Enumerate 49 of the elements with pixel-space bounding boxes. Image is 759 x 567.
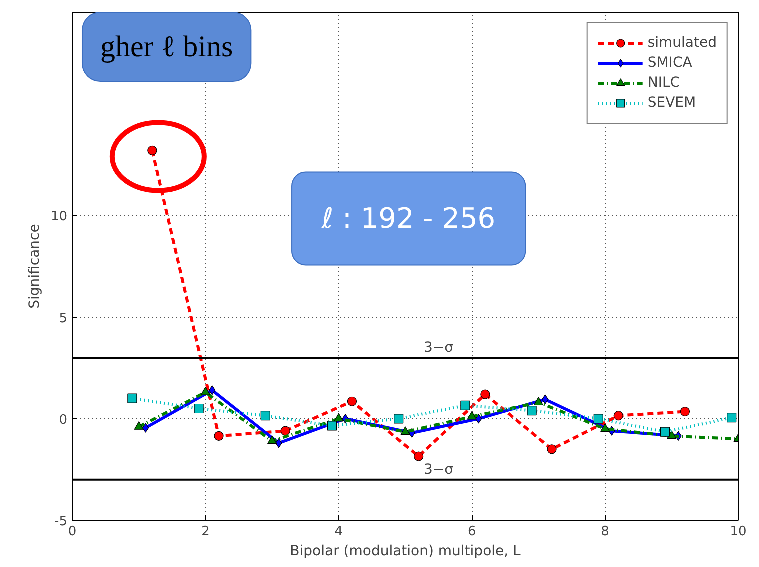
point — [460, 400, 470, 410]
legend-label: NILC — [648, 75, 680, 91]
x-tick-label: 10 — [730, 524, 747, 540]
point — [209, 386, 216, 396]
point — [534, 397, 544, 406]
point — [194, 404, 204, 414]
y-axis-title: Significance — [26, 224, 43, 309]
x-tick-label: 2 — [202, 524, 210, 540]
point — [200, 386, 210, 396]
legend-label: simulated — [648, 35, 717, 51]
point — [334, 413, 344, 422]
point — [128, 394, 138, 404]
ref-line-label: 3−σ — [424, 340, 454, 356]
point — [594, 414, 604, 424]
point — [480, 390, 490, 400]
y-tick-label: 0 — [59, 412, 68, 428]
y-tick-label: 10 — [50, 210, 68, 225]
ref-line-label: 3−σ — [424, 462, 454, 478]
point — [347, 396, 358, 406]
x-axis-title: Bipolar (modulation) multipole, L — [290, 544, 522, 560]
point — [414, 452, 424, 462]
x-tick-label: 8 — [601, 524, 610, 540]
point — [268, 436, 278, 444]
annotation: gher ℓ bins — [100, 30, 234, 64]
point — [680, 406, 690, 417]
point — [327, 421, 338, 431]
point — [527, 406, 537, 416]
point — [142, 423, 150, 433]
legend-label: SEVEM — [648, 95, 696, 111]
point — [727, 413, 737, 423]
y-tick-label: -5 — [54, 514, 68, 530]
point — [600, 424, 610, 432]
point — [148, 146, 158, 156]
annotation: ℓ : 192 - 256 — [321, 202, 496, 236]
x-tick-label: 6 — [468, 524, 476, 540]
x-tick-label: 4 — [334, 524, 344, 540]
point — [394, 414, 404, 424]
point — [280, 426, 290, 436]
point — [547, 444, 557, 454]
point — [134, 422, 144, 430]
point — [614, 411, 624, 421]
point — [467, 411, 477, 420]
y-tick-label: 5 — [59, 311, 68, 326]
point — [542, 394, 549, 404]
point — [214, 431, 224, 441]
point — [400, 426, 410, 436]
point — [660, 427, 670, 437]
legend-label: SMICA — [648, 55, 692, 71]
point — [260, 411, 270, 421]
